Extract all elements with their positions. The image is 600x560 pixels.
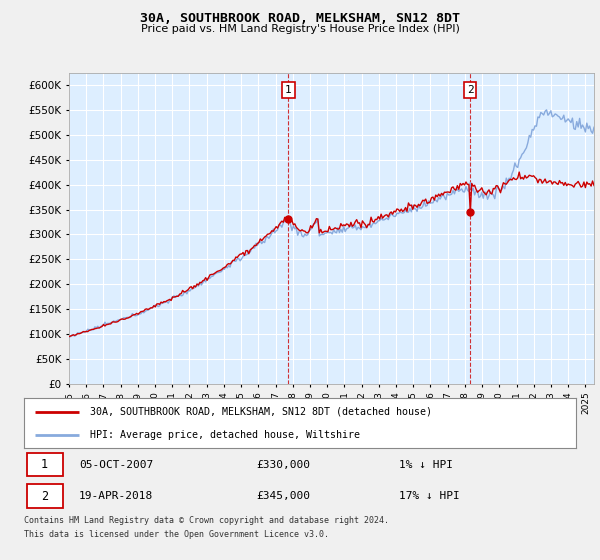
Text: 2: 2 [41,489,48,502]
Text: Contains HM Land Registry data © Crown copyright and database right 2024.: Contains HM Land Registry data © Crown c… [24,516,389,525]
FancyBboxPatch shape [27,453,62,477]
Text: 1: 1 [285,85,292,95]
FancyBboxPatch shape [27,484,62,508]
Text: 30A, SOUTHBROOK ROAD, MELKSHAM, SN12 8DT: 30A, SOUTHBROOK ROAD, MELKSHAM, SN12 8DT [140,12,460,25]
Text: HPI: Average price, detached house, Wiltshire: HPI: Average price, detached house, Wilt… [90,430,360,440]
Text: £345,000: £345,000 [256,491,310,501]
Text: This data is licensed under the Open Government Licence v3.0.: This data is licensed under the Open Gov… [24,530,329,539]
Text: 19-APR-2018: 19-APR-2018 [79,491,154,501]
Text: 05-OCT-2007: 05-OCT-2007 [79,460,154,470]
Text: 1% ↓ HPI: 1% ↓ HPI [400,460,454,470]
Text: 1: 1 [41,458,48,471]
Text: 2: 2 [467,85,473,95]
Text: Price paid vs. HM Land Registry's House Price Index (HPI): Price paid vs. HM Land Registry's House … [140,24,460,34]
Text: 17% ↓ HPI: 17% ↓ HPI [400,491,460,501]
Text: 30A, SOUTHBROOK ROAD, MELKSHAM, SN12 8DT (detached house): 30A, SOUTHBROOK ROAD, MELKSHAM, SN12 8DT… [90,407,432,417]
Text: £330,000: £330,000 [256,460,310,470]
